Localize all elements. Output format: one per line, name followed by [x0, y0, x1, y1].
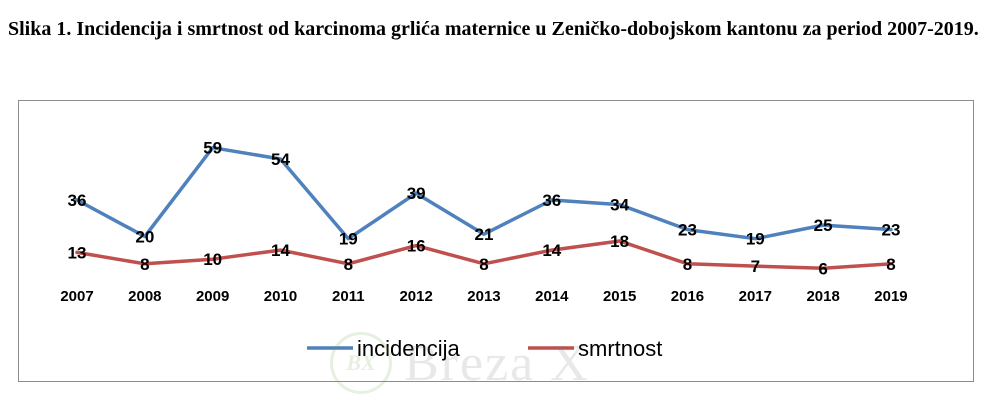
x-tick-label-2015: 2015 — [603, 288, 636, 305]
data-label-smrtnost-2010: 14 — [271, 241, 290, 260]
data-label-incidencija-2010: 54 — [271, 150, 290, 169]
data-label-smrtnost-2017: 7 — [751, 257, 760, 276]
data-label-incidencija-2008: 20 — [135, 227, 154, 246]
series-line-incidencija — [75, 145, 893, 241]
data-label-incidencija-2017: 19 — [746, 230, 765, 249]
data-label-smrtnost-2015: 18 — [610, 232, 629, 251]
chart-area: 2007 2008 2009 2010 2011 2012 2013 2014 2015 2016… — [18, 100, 974, 382]
data-label-smrtnost-2019: 8 — [886, 255, 895, 274]
x-tick-label-2019: 2019 — [874, 288, 907, 305]
data-label-smrtnost-2016: 8 — [683, 255, 692, 274]
data-label-smrtnost-2009: 10 — [203, 250, 222, 269]
data-label-incidencija-2011: 19 — [339, 230, 358, 249]
data-label-smrtnost-2018: 6 — [818, 259, 827, 278]
data-label-smrtnost-2008: 8 — [140, 255, 149, 274]
x-tick-label-2007: 2007 — [60, 288, 93, 305]
data-label-smrtnost-2013: 8 — [479, 255, 488, 274]
x-tick-label-2017: 2017 — [739, 288, 772, 305]
data-label-incidencija-2014: 36 — [542, 191, 561, 210]
x-tick-label-2008: 2008 — [128, 288, 161, 305]
data-label-smrtnost-2007: 13 — [68, 243, 87, 262]
x-tick-label-2009: 2009 — [196, 288, 229, 305]
x-tick-label-2014: 2014 — [535, 288, 569, 305]
data-label-incidencija-2019: 23 — [881, 221, 900, 240]
data-label-incidencija-2013: 21 — [475, 225, 494, 244]
figure-caption: Slika 1. Incidencija i smrtnost od karci… — [8, 18, 979, 40]
data-label-smrtnost-2011: 8 — [344, 255, 353, 274]
x-tick-label-2016: 2016 — [671, 288, 704, 305]
line-chart: 2007 2008 2009 2010 2011 2012 2013 2014 2015 2016… — [60, 139, 907, 361]
x-tick-label-2012: 2012 — [399, 288, 432, 305]
data-label-smrtnost-2012: 16 — [407, 237, 426, 256]
x-tick-label-2013: 2013 — [467, 288, 500, 305]
data-label-incidencija-2012: 39 — [407, 184, 426, 203]
legend-label-incidencija: incidencija — [357, 336, 460, 361]
data-label-incidencija-2009: 59 — [203, 139, 222, 158]
x-tick-label-2018: 2018 — [806, 288, 839, 305]
data-label-incidencija-2015: 34 — [610, 196, 629, 215]
x-tick-label-2010: 2010 — [264, 288, 297, 305]
data-label-smrtnost-2014: 14 — [542, 241, 561, 260]
data-label-incidencija-2007: 36 — [68, 191, 87, 210]
data-label-incidencija-2018: 25 — [814, 216, 833, 235]
legend-label-smrtnost: smrtnost — [578, 336, 662, 361]
data-label-incidencija-2016: 23 — [678, 221, 697, 240]
x-tick-label-2011: 2011 — [332, 288, 365, 305]
series-line-smrtnost — [75, 239, 893, 271]
